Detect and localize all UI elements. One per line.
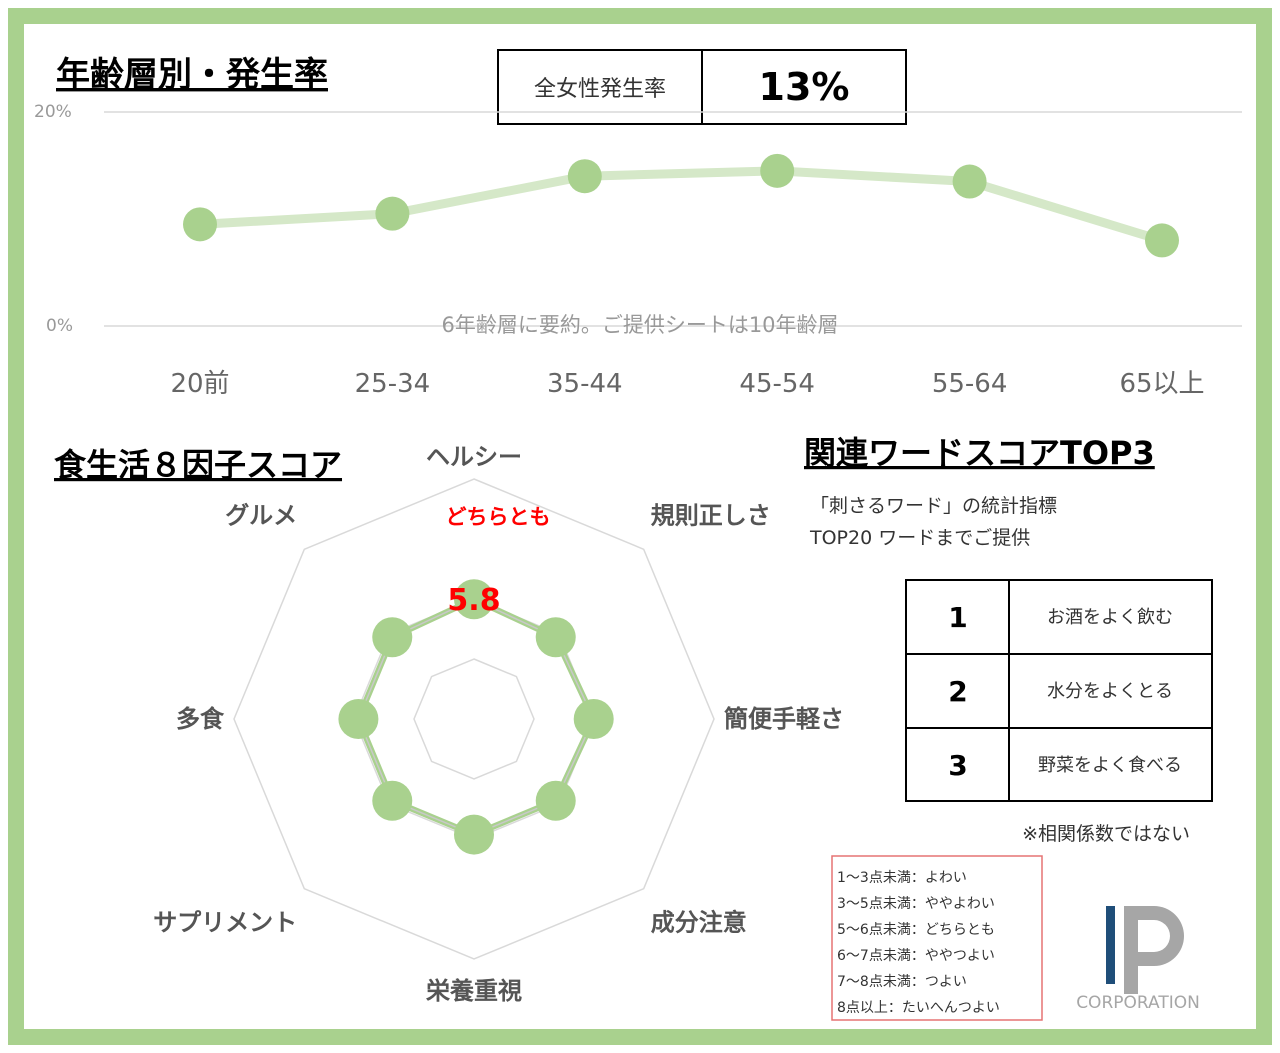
radar-data-point — [454, 579, 494, 620]
score-legend-item: 7～8点未満：つよい — [837, 974, 967, 990]
overall-rate-box: 全女性発生率 13% — [497, 49, 907, 125]
radar-axis-label: 規則正しさ — [651, 501, 771, 529]
radar-data-point — [573, 699, 614, 739]
word-rank: 1 — [948, 601, 967, 634]
age-x-tick-label: 65以上 — [1119, 369, 1204, 399]
radar-data-point — [535, 617, 576, 658]
age-data-point — [952, 164, 987, 199]
overall-rate-value: 13% — [759, 65, 850, 109]
age-x-tick-label: 20前 — [170, 369, 229, 399]
word-rank: 3 — [948, 749, 967, 782]
logo-text: CORPORATION — [1076, 993, 1200, 1013]
radar-axis-label: グルメ — [225, 501, 297, 529]
radar-data-point — [338, 699, 379, 739]
age-x-tick-label: 55-64 — [932, 369, 1008, 399]
report-frame: 年齢層別・発生率 全女性発生率 13% 20% 0% 6年齢層に要約。ご提供シー… — [8, 8, 1272, 1045]
age-title: 年齢層別・発生率 — [56, 55, 328, 95]
words-note: ※相関係数ではない — [1022, 823, 1190, 845]
age-series-line — [199, 166, 1164, 245]
radar-title: 食生活８因子スコア — [54, 446, 342, 484]
age-data-point — [567, 159, 602, 194]
age-data-point — [1145, 223, 1179, 258]
age-chart-annotation: 6年齢層に要約。ご提供シートは10年齢層 — [441, 313, 838, 337]
overall-rate-label: 全女性発生率 — [534, 77, 666, 102]
age-x-tick-label: 45-54 — [739, 369, 815, 399]
radar-axis-label: ヘルシー — [426, 443, 522, 471]
radar-axis-label: 簡便手軽さ — [724, 705, 844, 733]
score-legend: 1～3点未満：よわい 3～5点未満：ややよわい 5～6点未満：どちらとも 6～7… — [831, 855, 1043, 1021]
y-tick-0: 0% — [46, 316, 73, 336]
word-text: 水分をよくとる — [1047, 681, 1173, 702]
company-logo: CORPORATION — [1076, 906, 1200, 1013]
radar-data-point — [372, 617, 413, 658]
score-legend-item: 3～5点未満：ややよわい — [837, 896, 995, 912]
radar-grid-ring — [413, 658, 535, 780]
age-data-point — [183, 207, 217, 242]
y-tick-20: 20% — [34, 102, 72, 122]
word-text: 野菜をよく食べる — [1038, 755, 1182, 776]
radar-axis-label: サプリメント — [153, 909, 297, 937]
radar-grid — [233, 478, 715, 960]
age-x-tick-label: 35-44 — [547, 369, 623, 399]
word-rank: 2 — [948, 675, 967, 708]
score-legend-item: 5～6点未満：どちらとも — [837, 922, 995, 938]
radar-axis-label: 栄養重視 — [425, 977, 522, 1005]
word-text: お酒をよく飲む — [1047, 607, 1173, 628]
words-title: 関連ワードスコアTOP3 — [804, 434, 1155, 472]
age-data-point — [375, 196, 410, 231]
radar-series — [338, 579, 614, 855]
radar-axis-label: 成分注意 — [651, 909, 747, 937]
age-x-tick-label: 25-34 — [355, 369, 431, 399]
radar-highlight-label: どちらとも — [446, 505, 551, 529]
words-desc-1: 「刺さるワード」の統計指標 — [810, 495, 1057, 517]
radar-grid-ring — [233, 478, 715, 960]
age-data-point — [760, 153, 795, 188]
words-desc-2: TOP20 ワードまでご提供 — [809, 527, 1030, 549]
score-legend-item: 8点以上：たいへんつよい — [837, 1000, 1000, 1016]
score-legend-item: 1～3点未満：よわい — [837, 870, 967, 886]
radar-data-point — [372, 780, 413, 821]
radar-axis-label: 多食 — [176, 705, 225, 733]
score-legend-item: 6～7点未満：ややつよい — [837, 948, 995, 964]
radar-data-point — [535, 780, 576, 821]
radar-data-point — [454, 814, 494, 855]
age-x-labels: 20前 25-34 35-44 45-54 55-64 65以上 — [170, 369, 1204, 399]
radar-highlight-value: 5.8 — [447, 583, 500, 618]
report-canvas: 年齢層別・発生率 全女性発生率 13% 20% 0% 6年齢層に要約。ご提供シー… — [34, 49, 1242, 1021]
words-table: 1 お酒をよく飲む 2 水分をよくとる 3 野菜をよく食べる — [905, 579, 1213, 802]
age-line-series — [183, 153, 1179, 258]
